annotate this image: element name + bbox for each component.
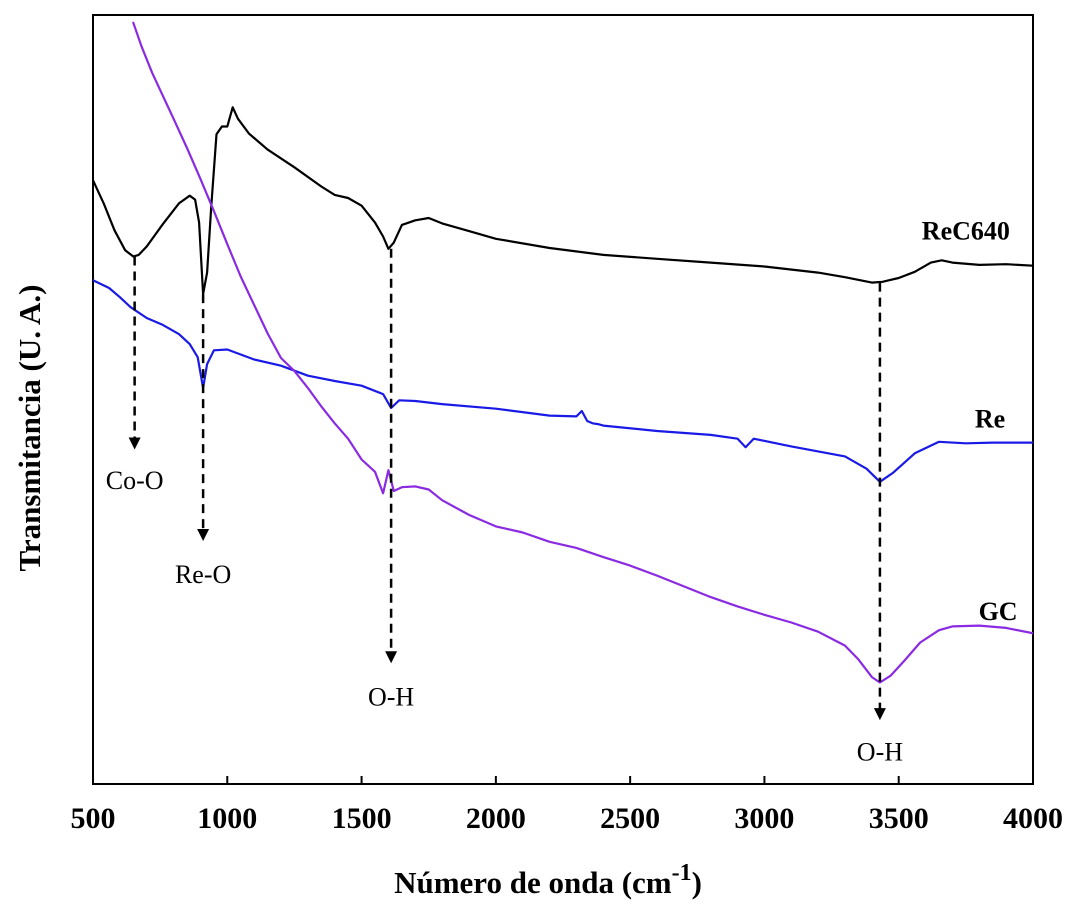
y-axis-title: Transmitancia (U. A.): [12, 284, 47, 571]
x-tick-label: 3500: [869, 802, 929, 835]
x-axis-title-main: Número de onda (cm: [394, 865, 672, 900]
x-axis-title: Número de onda (cm-1): [394, 860, 702, 900]
x-tick-label: 4000: [1003, 802, 1063, 835]
annotation-arrow-head: [873, 708, 886, 721]
annotation-label: Re-O: [175, 560, 231, 589]
x-tick-label: 500: [71, 802, 116, 835]
plot-border: [92, 14, 1034, 785]
series-line-rec640: [93, 106, 1033, 296]
x-axis-title-suffix: ): [692, 865, 702, 900]
series-group: [93, 21, 1033, 684]
x-tick-label: 3000: [734, 802, 794, 835]
series-labels: ReC640 Re GC: [922, 216, 1018, 626]
annotation-label: O-H: [857, 738, 903, 767]
series-label: Re: [975, 405, 1005, 434]
annotation-group: Co-O Re-O O-H O-H: [106, 248, 903, 767]
x-axis-ticks: 500 1000 1500 2000 2500 3000 3500 4000: [71, 776, 1063, 835]
x-tick-label: 2000: [466, 802, 526, 835]
x-axis-title-superscript: -1: [672, 860, 692, 886]
series-label: GC: [979, 597, 1018, 626]
series-line-re: [93, 279, 1033, 483]
annotation-arrow-head: [385, 651, 398, 664]
x-tick-label: 1000: [197, 802, 257, 835]
annotation-label: O-H: [368, 682, 414, 711]
annotation-arrow-head: [128, 437, 141, 450]
series-line-gc: [132, 21, 1033, 684]
annotation-label: Co-O: [106, 466, 164, 495]
x-tick-label: 1500: [332, 802, 392, 835]
plot-frame: [92, 14, 1034, 785]
x-tick-label: 2500: [600, 802, 660, 835]
annotation-arrow-head: [197, 528, 210, 541]
series-label: ReC640: [922, 216, 1010, 245]
